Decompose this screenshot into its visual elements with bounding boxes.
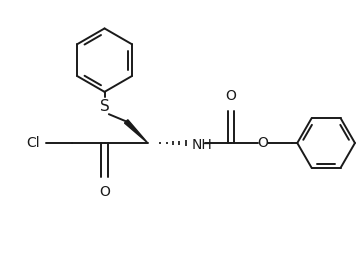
Text: Cl: Cl [26,136,40,150]
Polygon shape [124,120,148,143]
Text: NH: NH [192,138,213,152]
Text: S: S [100,99,110,114]
Text: O: O [99,185,110,199]
Text: O: O [225,89,236,103]
Text: O: O [258,136,269,150]
